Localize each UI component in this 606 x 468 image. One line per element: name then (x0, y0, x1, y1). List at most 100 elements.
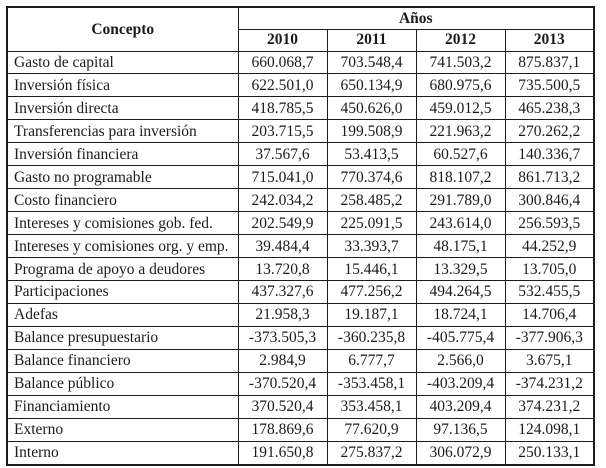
value-cell: 178.869,6 (237, 417, 328, 442)
concept-cell: Programa de apoyo a deudores (6, 257, 239, 282)
value-cell: 250.133,1 (504, 440, 595, 466)
concept-cell: Interno (6, 440, 239, 466)
table-row: Costo financiero 242.034,2 258.485,2 291.78… (6, 188, 595, 213)
concept-cell: Inversión financiera (6, 142, 239, 167)
table-row: Intereses y comisiones org. y emp. 39.484… (6, 234, 595, 259)
value-cell: 450.626,0 (326, 96, 417, 121)
table-row: Balance presupuestario -373.505,3 -360.235… (6, 325, 595, 350)
value-cell: 818.107,2 (415, 165, 506, 190)
value-cell: 140.336,7 (504, 142, 595, 167)
value-cell: 258.485,2 (326, 188, 417, 213)
value-cell: 225.091,5 (326, 211, 417, 236)
value-cell: 437.327,6 (237, 280, 328, 304)
value-cell: 221.963,2 (415, 119, 506, 144)
table-header: Concepto Años 2010 2011 2012 2013 (6, 6, 595, 52)
value-cell: 465.238,3 (504, 96, 595, 121)
concept-cell: Financiamiento (6, 394, 239, 419)
table-row: Inversión física 622.501,0 650.134,9 680.97… (6, 73, 595, 98)
value-cell: 660.068,7 (237, 50, 328, 75)
value-cell: 353.458,1 (326, 394, 417, 419)
concept-cell: Transferencias para inversión (6, 119, 239, 144)
value-cell: 13.329,5 (415, 257, 506, 282)
year-column-header: 2010 (237, 28, 328, 52)
value-cell: 191.650,8 (237, 440, 328, 466)
value-cell: 291.789,0 (415, 188, 506, 213)
value-cell: 741.503,2 (415, 50, 506, 75)
value-cell: 48.175,1 (415, 234, 506, 259)
value-cell: 39.484,4 (237, 234, 328, 259)
concept-cell: Balance financiero (6, 348, 239, 373)
table-row: Externo 178.869,6 77.620,9 97.136,5 124.098,… (6, 417, 595, 442)
table-row: Transferencias para inversión 203.715,5 19… (6, 119, 595, 144)
concept-cell: Inversión directa (6, 96, 239, 121)
concept-cell: Intereses y comisiones gob. fed. (6, 211, 239, 236)
value-cell: 735.500,5 (504, 73, 595, 98)
value-cell: 459.012,5 (415, 96, 506, 121)
concept-cell: Gasto no programable (6, 165, 239, 190)
value-cell: 14.706,4 (504, 302, 595, 327)
value-cell: 477.256,2 (326, 280, 417, 304)
value-cell: 202.549,9 (237, 211, 328, 236)
value-cell: 403.209,4 (415, 394, 506, 419)
table-body: Gasto de capital 660.068,7 703.548,4 741.50… (6, 50, 595, 466)
value-cell: 306.072,9 (415, 440, 506, 466)
value-cell: 650.134,9 (326, 73, 417, 98)
value-cell: 203.715,5 (237, 119, 328, 144)
table-row: Participaciones 437.327,6 477.256,2 494.264… (6, 280, 595, 304)
value-cell: 374.231,2 (504, 394, 595, 419)
table-row: Balance público -370.520,4 -353.458,1 -403.… (6, 371, 595, 396)
value-cell: 13.705,0 (504, 257, 595, 282)
concept-cell: Inversión física (6, 73, 239, 98)
years-group-header: Años (237, 6, 595, 30)
concept-cell: Adefas (6, 302, 239, 327)
value-cell: -405.775,4 (415, 325, 506, 350)
value-cell: 622.501,0 (237, 73, 328, 98)
value-cell: 418.785,5 (237, 96, 328, 121)
header-row-group: Concepto Años (6, 6, 595, 52)
value-cell: -360.235,8 (326, 325, 417, 350)
year-column-header: 2011 (326, 28, 417, 52)
table-row: Financiamiento 370.520,4 353.458,1 403.209,… (6, 394, 595, 419)
budget-concepts-table: Concepto Años 2010 2011 2012 2013 Gasto de … (6, 6, 596, 466)
table-row: Interno 191.650,8 275.837,2 306.072,9 250.13… (6, 440, 595, 466)
value-cell: 44.252,9 (504, 234, 595, 259)
value-cell: -377.906,3 (504, 325, 595, 350)
value-cell: -373.505,3 (237, 325, 328, 350)
concept-column-header: Concepto (6, 6, 239, 52)
value-cell: 37.567,6 (237, 142, 328, 167)
value-cell: 300.846,4 (504, 188, 595, 213)
value-cell: 242.034,2 (237, 188, 328, 213)
value-cell: 770.374,6 (326, 165, 417, 190)
value-cell: 715.041,0 (237, 165, 328, 190)
concept-cell: Costo financiero (6, 188, 239, 213)
concept-cell: Participaciones (6, 280, 239, 304)
value-cell: 703.548,4 (326, 50, 417, 75)
concept-cell: Intereses y comisiones org. y emp. (6, 234, 239, 259)
concept-cell: Balance público (6, 371, 239, 396)
table-row: Balance financiero 2.984,9 6.777,7 2.566,0 3… (6, 348, 595, 373)
table-row: Programa de apoyo a deudores 13.720,8 15.4… (6, 257, 595, 282)
value-cell: 861.713,2 (504, 165, 595, 190)
value-cell: 532.455,5 (504, 280, 595, 304)
value-cell: 21.958,3 (237, 302, 328, 327)
value-cell: 256.593,5 (504, 211, 595, 236)
value-cell: -403.209,4 (415, 371, 506, 396)
value-cell: 243.614,0 (415, 211, 506, 236)
value-cell: 875.837,1 (504, 50, 595, 75)
value-cell: 680.975,6 (415, 73, 506, 98)
value-cell: 97.136,5 (415, 417, 506, 442)
value-cell: 60.527,6 (415, 142, 506, 167)
value-cell: -370.520,4 (237, 371, 328, 396)
value-cell: 6.777,7 (326, 348, 417, 373)
concept-cell: Externo (6, 417, 239, 442)
value-cell: 199.508,9 (326, 119, 417, 144)
value-cell: 494.264,5 (415, 280, 506, 304)
value-cell: 53.413,5 (326, 142, 417, 167)
concept-cell: Gasto de capital (6, 50, 239, 75)
table-row: Intereses y comisiones gob. fed. 202.549,… (6, 211, 595, 236)
value-cell: 370.520,4 (237, 394, 328, 419)
concept-cell: Balance presupuestario (6, 325, 239, 350)
table-row: Gasto de capital 660.068,7 703.548,4 741.50… (6, 50, 595, 75)
value-cell: 18.724,1 (415, 302, 506, 327)
